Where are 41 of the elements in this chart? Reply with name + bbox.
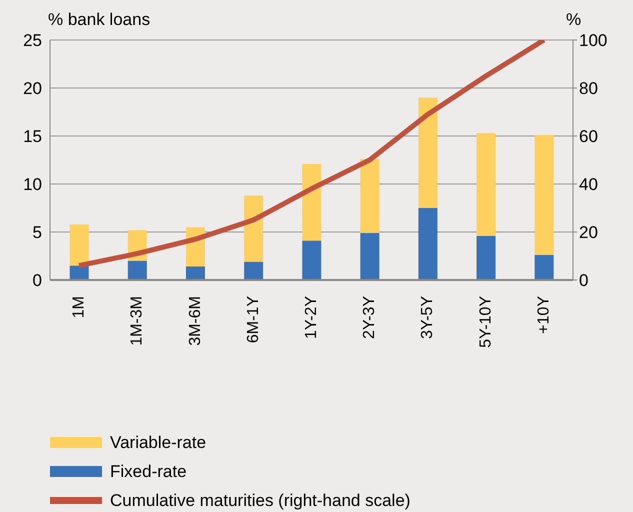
y2-tick-label: 40 xyxy=(579,175,598,194)
x-tick-label: 1Y-2Y xyxy=(303,296,320,339)
bar xyxy=(70,224,89,266)
bar xyxy=(302,240,322,280)
y2-tick-label: 60 xyxy=(579,127,598,146)
x-tick-label: 1M-3M xyxy=(128,296,146,346)
x-tick-label: 3Y-5Y xyxy=(419,296,436,339)
x-tick-label: 3M-6M xyxy=(186,296,204,346)
y-tick-label: 10 xyxy=(23,175,42,194)
bar xyxy=(534,135,554,256)
bar xyxy=(476,236,496,280)
x-tick-label: 1M xyxy=(70,296,88,318)
x-tick-label: 5Y-10Y xyxy=(477,296,494,348)
y2-tick-label: 0 xyxy=(579,271,588,290)
y-tick-label: 5 xyxy=(32,223,42,242)
bar xyxy=(128,260,147,280)
bar xyxy=(418,98,438,208)
bar xyxy=(534,255,554,280)
legend-label: Cumulative maturities (right-hand scale) xyxy=(110,490,410,510)
y-axis-title: % bank loans xyxy=(48,10,150,30)
y-tick-label: 15 xyxy=(23,127,42,146)
y2-tick-label: 80 xyxy=(579,79,598,98)
bar xyxy=(244,262,264,280)
y2-axis-title: % xyxy=(566,10,582,30)
y-tick-label: 20 xyxy=(23,79,42,98)
x-tick-label: 2Y-3Y xyxy=(361,296,378,339)
bar xyxy=(186,266,205,280)
y-tick-label: 0 xyxy=(32,271,42,290)
bar xyxy=(302,164,322,241)
y-tick-label: 25 xyxy=(23,31,42,50)
legend-label: Fixed-rate xyxy=(110,462,187,482)
bar xyxy=(476,133,496,236)
y2-tick-label: 20 xyxy=(579,223,598,242)
bar xyxy=(360,232,380,280)
bar xyxy=(360,159,380,233)
bar xyxy=(244,196,264,262)
legend-label: Variable-rate xyxy=(110,432,206,452)
bar xyxy=(418,208,438,280)
y2-tick-label: 100 xyxy=(579,31,608,50)
x-tick-label: +10Y xyxy=(535,296,552,334)
x-tick-label: 6M-1Y xyxy=(244,296,262,344)
